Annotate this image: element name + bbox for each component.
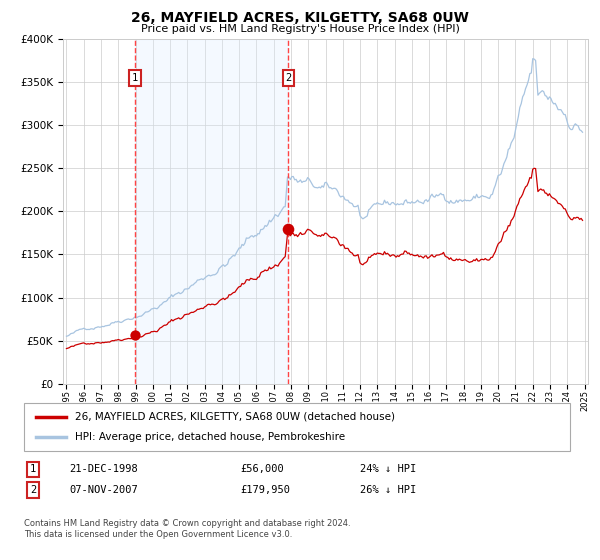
Text: 26% ↓ HPI: 26% ↓ HPI bbox=[360, 485, 416, 495]
Text: 07-NOV-2007: 07-NOV-2007 bbox=[69, 485, 138, 495]
Text: HPI: Average price, detached house, Pembrokeshire: HPI: Average price, detached house, Pemb… bbox=[75, 432, 345, 442]
Text: 2: 2 bbox=[285, 73, 292, 83]
Text: £56,000: £56,000 bbox=[240, 464, 284, 474]
Text: Contains HM Land Registry data © Crown copyright and database right 2024.
This d: Contains HM Land Registry data © Crown c… bbox=[24, 520, 350, 539]
Text: 1: 1 bbox=[132, 73, 138, 83]
Point bbox=[284, 224, 293, 233]
Text: 26, MAYFIELD ACRES, KILGETTY, SA68 0UW (detached house): 26, MAYFIELD ACRES, KILGETTY, SA68 0UW (… bbox=[75, 412, 395, 422]
Text: 26, MAYFIELD ACRES, KILGETTY, SA68 0UW: 26, MAYFIELD ACRES, KILGETTY, SA68 0UW bbox=[131, 11, 469, 25]
Text: 21-DEC-1998: 21-DEC-1998 bbox=[69, 464, 138, 474]
Text: Price paid vs. HM Land Registry's House Price Index (HPI): Price paid vs. HM Land Registry's House … bbox=[140, 24, 460, 34]
Text: 1: 1 bbox=[30, 464, 36, 474]
Point bbox=[130, 331, 140, 340]
Bar bbox=[135, 39, 289, 384]
Text: 2: 2 bbox=[30, 485, 36, 495]
Text: £179,950: £179,950 bbox=[240, 485, 290, 495]
Text: 24% ↓ HPI: 24% ↓ HPI bbox=[360, 464, 416, 474]
